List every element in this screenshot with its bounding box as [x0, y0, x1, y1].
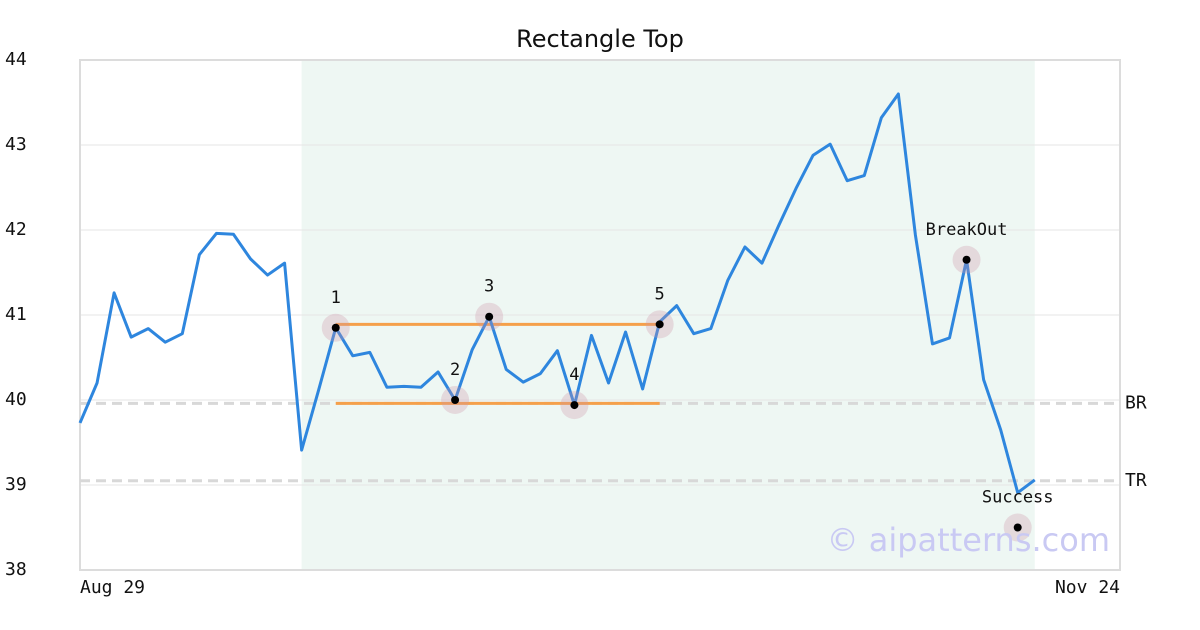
annotation-label: Success: [982, 488, 1054, 508]
annotation-dot: [485, 312, 494, 321]
x-tick-label: Nov 24: [1055, 577, 1120, 598]
plot-frame: [79, 59, 1121, 571]
level-label: BR: [1125, 392, 1147, 413]
annotation-dot: [451, 396, 460, 404]
y-tick-label: 38: [5, 559, 27, 580]
annotation-dot: [1013, 523, 1022, 532]
annotation-dot: [331, 323, 340, 332]
y-tick-label: 42: [5, 219, 27, 240]
y-tick-label: 43: [5, 134, 27, 155]
y-tick-label: 39: [5, 474, 27, 495]
chart-title: Rectangle Top: [516, 25, 684, 53]
y-tick-label: 44: [5, 49, 27, 70]
annotation-label: 5: [655, 284, 665, 304]
level-label: TR: [1125, 470, 1147, 491]
y-tick-label: 40: [5, 389, 27, 410]
annotation-label: 1: [331, 288, 341, 308]
annotation-label: 3: [484, 277, 494, 297]
y-tick-label: 41: [5, 304, 27, 325]
annotation-dot: [570, 401, 579, 410]
annotation-dot: [962, 255, 971, 264]
annotation-label: BreakOut: [926, 220, 1008, 240]
annotation-label: 2: [450, 360, 460, 380]
annotation-dot: [655, 320, 664, 329]
watermark: © aipatterns.com: [827, 521, 1110, 559]
price-line: [78, 92, 1036, 495]
annotation-label: 4: [569, 365, 579, 385]
x-tick-label: Aug 29: [80, 577, 145, 598]
